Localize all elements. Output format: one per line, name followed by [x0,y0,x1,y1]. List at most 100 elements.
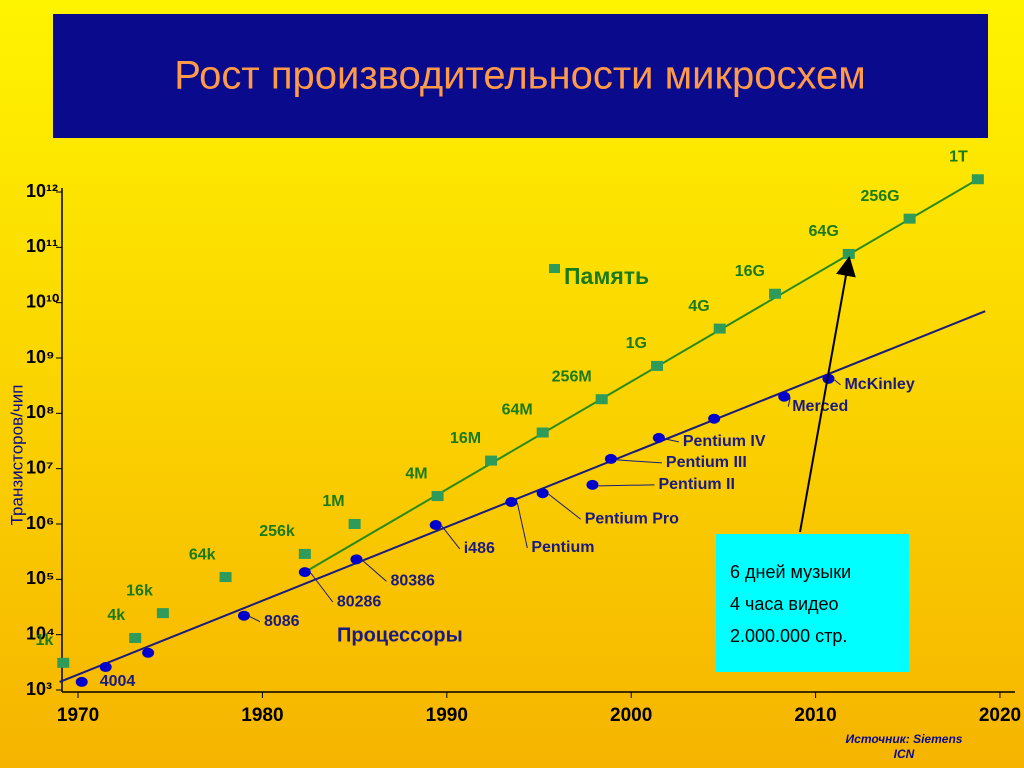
y-tick-label: 10⁶ [26,513,54,533]
processor-point [536,488,549,499]
annotation-line: 6 дней музыки [730,562,851,582]
label-leader [616,459,662,464]
processor-point [778,391,791,402]
memory-point [57,657,70,668]
point-label: 64k [189,546,216,563]
point-label: i486 [464,540,495,557]
processor-point [586,479,599,490]
label-leader [249,616,261,623]
y-tick-label: 10⁷ [26,457,53,477]
processor-point [75,676,88,687]
memory-point [595,394,608,405]
memory-point [903,213,916,224]
point-label: 1M [322,493,344,510]
trend-line [59,310,986,683]
point-label: 4k [107,607,125,624]
y-tick-label: 10⁵ [26,568,54,588]
point-label: Pentium III [666,454,747,471]
y-tick-label: 10⁸ [26,402,55,422]
processor-point [652,432,665,443]
point-label: 8086 [264,613,300,630]
memory-point [156,608,169,619]
y-tick-label: 10⁹ [26,347,55,367]
point-label: 1G [626,335,647,352]
plot: 10³ 10⁴ 10⁵ 10⁶ 10⁷ 10⁸ 10⁹ 10¹⁰ 10¹¹ 10¹² 1970 198… [26,148,1021,726]
point-label: McKinley [844,376,914,393]
annotation-line: 4 часа видео [730,594,839,614]
processor-point [350,554,363,565]
point-label: 16G [735,263,765,280]
point-label: 256M [552,368,592,385]
memory-point [485,455,498,466]
legend-label: Память [564,263,649,289]
memory-point [971,174,984,185]
label-leader [516,502,528,549]
y-tick-label: 10³ [26,679,52,699]
legend-label: Процессоры [337,624,463,646]
point-label: 1T [949,148,968,165]
memory-point [129,633,142,644]
processor-point [237,610,250,621]
point-label: 64G [809,223,839,240]
y-tick-label: 10⁴ [26,623,55,643]
processor-point [298,567,311,578]
processor-point [142,647,155,658]
point-label: 4G [688,298,709,315]
y-tick-label: 10¹⁰ [26,291,59,311]
point-label: 16M [450,430,481,447]
annotation-box [716,534,909,672]
label-leader [834,379,841,386]
point-label: 80386 [390,573,435,590]
title-box [53,14,988,138]
y-tick-label: 10¹¹ [26,236,58,256]
memory-point [219,572,232,583]
point-label: 256k [259,523,295,540]
label-leader [362,559,387,582]
label-leader [787,397,791,407]
x-tick-label: 1980 [241,705,283,726]
legend-marker [549,264,560,273]
label-leader [441,525,461,550]
processor-point [99,662,112,673]
memory-point [536,427,549,438]
memory-point [769,288,782,299]
label-leader [598,484,655,487]
y-axis-label: Транзисторов/чип [7,385,26,526]
processor-point [708,413,721,424]
processor-point [822,373,835,384]
point-label: 1k [35,632,53,649]
x-tick-label: 1970 [57,705,99,726]
trend-line [304,178,979,573]
source: Источник: Siemens [846,732,963,746]
processor-point [505,496,518,507]
point-label: 4M [405,465,427,482]
memory-point [713,323,726,334]
point-label: Merced [792,398,848,415]
memory-point [431,491,444,502]
label-leader [310,572,334,603]
point-label: 64M [502,402,533,419]
point-label: Pentium II [658,476,734,493]
x-tick-label: 2020 [979,705,1021,726]
memory-point [298,548,311,559]
memory-point [651,360,664,371]
processor-point [604,453,617,464]
point-label: 16k [126,582,153,599]
x-tick-label: 2000 [610,705,652,726]
memory-point [842,248,855,259]
annotation-arrow [799,255,856,533]
x-tick-label: 2010 [794,705,836,726]
point-label: Pentium [531,539,594,556]
memory-point [348,519,361,529]
annotation-line: 2.000.000 стр. [730,626,847,646]
processor-point [429,519,442,530]
source: ICN [894,747,915,761]
point-label: Pentium Pro [585,510,679,527]
y-tick-label: 10¹² [26,181,58,201]
x-tick-label: 1990 [426,705,468,726]
point-label: 256G [860,188,899,205]
point-label: Pentium IV [683,433,766,450]
label-leader [548,493,581,520]
label-leader [664,438,679,443]
